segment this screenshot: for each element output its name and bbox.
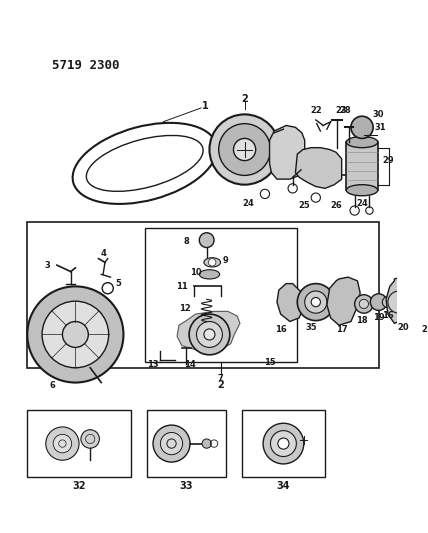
Circle shape <box>153 425 190 462</box>
Text: 19: 19 <box>373 313 384 322</box>
Text: 35: 35 <box>305 322 317 332</box>
Text: 15: 15 <box>264 358 276 367</box>
Text: 24: 24 <box>356 199 368 208</box>
Bar <box>346 142 378 190</box>
Text: 23: 23 <box>336 106 348 115</box>
Bar <box>242 410 325 477</box>
Text: 12: 12 <box>178 304 190 313</box>
Circle shape <box>204 329 215 340</box>
Circle shape <box>370 294 387 310</box>
Text: 3: 3 <box>45 261 51 270</box>
Circle shape <box>270 431 296 457</box>
Circle shape <box>160 432 183 455</box>
Polygon shape <box>270 125 305 179</box>
Circle shape <box>350 171 359 180</box>
Circle shape <box>62 321 88 348</box>
Circle shape <box>297 284 334 320</box>
Circle shape <box>53 434 71 453</box>
Circle shape <box>208 259 216 266</box>
Polygon shape <box>177 311 240 351</box>
Circle shape <box>382 296 393 308</box>
Circle shape <box>42 301 109 368</box>
Text: 10: 10 <box>190 268 202 277</box>
Circle shape <box>46 427 79 460</box>
Circle shape <box>209 115 280 184</box>
Bar <box>27 222 379 368</box>
Text: 16: 16 <box>275 325 286 334</box>
Bar <box>148 410 226 477</box>
Text: 2: 2 <box>241 94 248 103</box>
Ellipse shape <box>346 184 378 196</box>
Text: 22: 22 <box>310 106 322 115</box>
Bar <box>145 228 297 362</box>
Text: 1: 1 <box>202 101 208 111</box>
Circle shape <box>305 291 327 313</box>
Circle shape <box>189 314 230 355</box>
Text: 34: 34 <box>276 481 290 491</box>
Text: 30: 30 <box>373 110 384 119</box>
Text: 17: 17 <box>336 325 348 334</box>
Text: 11: 11 <box>176 282 187 291</box>
Polygon shape <box>386 277 410 324</box>
Text: 8: 8 <box>184 238 189 246</box>
Text: 16: 16 <box>382 311 394 320</box>
Text: 5: 5 <box>115 279 121 288</box>
Circle shape <box>219 124 270 175</box>
Text: 29: 29 <box>382 156 394 165</box>
Text: 28: 28 <box>339 106 351 115</box>
Text: 2: 2 <box>217 381 224 390</box>
Text: 4: 4 <box>100 248 106 257</box>
Text: 25: 25 <box>299 200 311 209</box>
Circle shape <box>234 139 256 160</box>
Polygon shape <box>327 277 360 325</box>
Ellipse shape <box>346 136 378 148</box>
Circle shape <box>199 233 214 247</box>
Circle shape <box>202 439 211 448</box>
Circle shape <box>311 297 321 306</box>
Circle shape <box>351 116 373 139</box>
Ellipse shape <box>199 270 220 279</box>
Polygon shape <box>277 284 305 321</box>
Bar <box>27 410 131 477</box>
Text: 33: 33 <box>180 481 193 491</box>
Text: 32: 32 <box>72 481 86 491</box>
Circle shape <box>278 438 289 449</box>
Text: 26: 26 <box>330 200 342 209</box>
Text: 21: 21 <box>421 325 428 334</box>
Circle shape <box>263 423 304 464</box>
Circle shape <box>355 295 373 313</box>
Polygon shape <box>295 148 342 188</box>
Circle shape <box>27 286 123 383</box>
Circle shape <box>388 291 410 313</box>
Text: 18: 18 <box>356 316 368 325</box>
Circle shape <box>196 321 223 348</box>
Text: 14: 14 <box>184 360 196 368</box>
Text: 13: 13 <box>147 360 159 368</box>
Text: 7: 7 <box>218 374 223 383</box>
Circle shape <box>81 430 99 448</box>
Text: 31: 31 <box>374 123 386 132</box>
Text: 9: 9 <box>222 256 228 265</box>
Text: 20: 20 <box>398 322 410 332</box>
Circle shape <box>359 300 369 309</box>
Text: 6: 6 <box>49 381 55 390</box>
Ellipse shape <box>204 258 220 267</box>
Text: 5719 2300: 5719 2300 <box>52 59 120 72</box>
Text: 24: 24 <box>242 199 254 208</box>
